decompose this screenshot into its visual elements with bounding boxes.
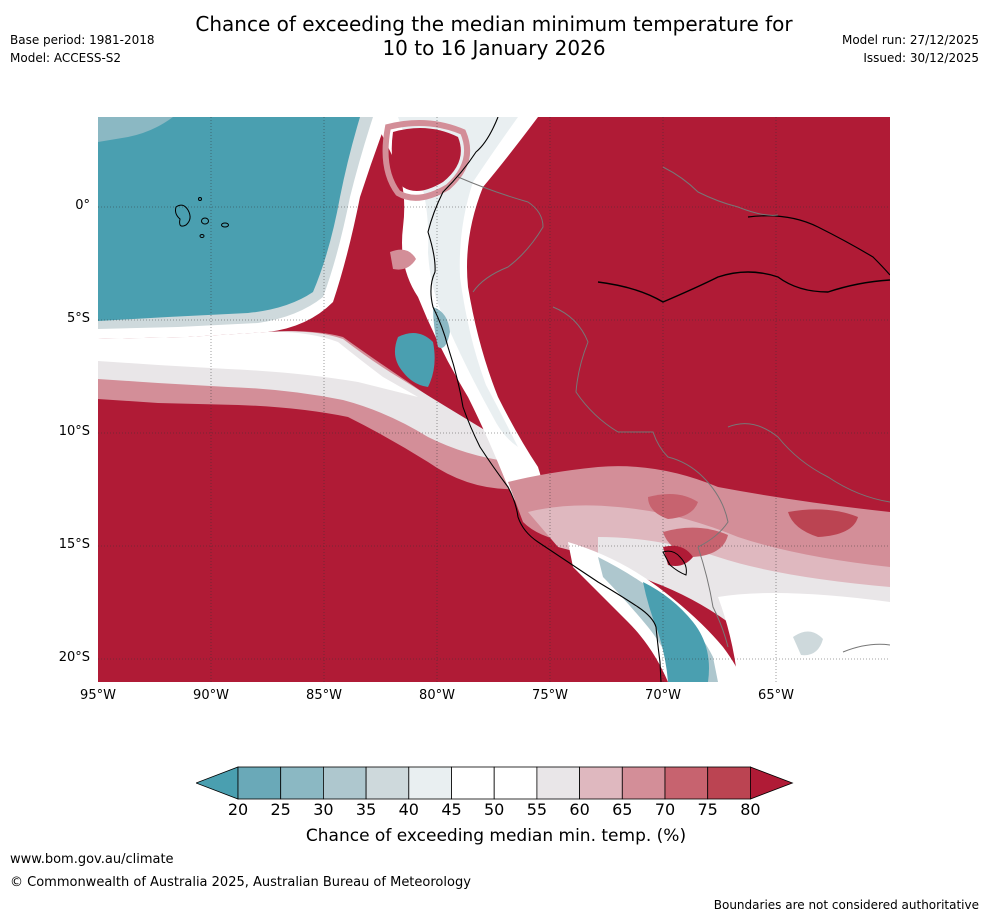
colorbar-tick-65: 65 bbox=[612, 800, 633, 819]
galapagos-islands bbox=[175, 197, 229, 238]
website-link[interactable]: www.bom.gov.au/climate bbox=[10, 852, 174, 867]
lon-label-85w: 85°W bbox=[306, 688, 342, 703]
map-title: Chance of exceeding the median minimum t… bbox=[0, 12, 988, 60]
meta-left: Base period: 1981-2018 Model: ACCESS-S2 bbox=[10, 31, 155, 67]
galapagos-island-isabela bbox=[175, 204, 191, 227]
colorbar-ticks: 20 25 30 35 40 45 50 55 60 65 70 75 80 bbox=[196, 800, 796, 820]
colorbar-tick-70: 70 bbox=[654, 800, 676, 819]
ocean-cool-zone bbox=[98, 117, 360, 321]
transition-band-white bbox=[98, 331, 418, 397]
lat-label-10s: 10°S bbox=[58, 424, 90, 439]
gulf-pink-spot bbox=[390, 249, 416, 270]
lon-label-70w: 70°W bbox=[645, 688, 681, 703]
plume-core-1 bbox=[648, 493, 698, 519]
colorbar bbox=[196, 766, 794, 800]
colorbar-cell-75-80 bbox=[707, 766, 751, 800]
amazon-river bbox=[597, 271, 890, 303]
colorbar-cell-45-50 bbox=[451, 766, 495, 800]
colorbar-tick-75: 75 bbox=[697, 800, 718, 819]
chile-coast-teal bbox=[643, 582, 709, 682]
model-name: Model: ACCESS-S2 bbox=[10, 51, 122, 65]
disclaimer: Boundaries are not considered authoritat… bbox=[713, 898, 979, 912]
meta-right: Model run: 27/12/2025 Issued: 30/12/2025 bbox=[842, 31, 979, 67]
colorbar-cell-35-40 bbox=[365, 766, 410, 800]
lon-label-90w: 90°W bbox=[193, 688, 229, 703]
colorbar-tick-40: 40 bbox=[398, 800, 419, 819]
copyright: © Commonwealth of Australia 2025, Austra… bbox=[10, 875, 471, 890]
colorbar-tick-25: 25 bbox=[270, 800, 291, 819]
border-colombia-brazil bbox=[662, 166, 779, 216]
border-ecuador-peru bbox=[457, 176, 544, 293]
lat-label-20s: 20°S bbox=[58, 650, 90, 665]
coastline bbox=[427, 117, 662, 682]
border-peru-brazil bbox=[552, 306, 729, 548]
issued-date: Issued: 30/12/2025 bbox=[863, 51, 979, 65]
title-line-2: 10 to 16 January 2026 bbox=[382, 36, 606, 60]
galapagos-island-san-cristobal bbox=[221, 222, 229, 228]
border-bolivia-chile bbox=[697, 546, 729, 648]
colorbar-cell-20-25 bbox=[237, 766, 282, 800]
probability-map bbox=[98, 117, 890, 682]
plume-core-3 bbox=[788, 509, 858, 537]
coastal-teal-patch bbox=[394, 333, 435, 387]
lon-label-80w: 80°W bbox=[419, 688, 455, 703]
lon-label-65w: 65°W bbox=[758, 688, 794, 703]
colorbar-tick-60: 60 bbox=[569, 800, 590, 819]
colorbar-cell-65-70 bbox=[621, 766, 666, 800]
colorbar-cell-50-55 bbox=[493, 766, 538, 800]
base-period: Base period: 1981-2018 bbox=[10, 33, 155, 47]
border-brazil-bolivia bbox=[727, 423, 890, 503]
colorbar-cell-70-75 bbox=[664, 766, 709, 800]
colorbar-cell-40-45 bbox=[408, 766, 452, 800]
lat-label-0: 0° bbox=[75, 198, 90, 213]
galapagos-island-pinta bbox=[198, 197, 202, 201]
lon-label-95w: 95°W bbox=[80, 688, 116, 703]
colorbar-tick-80: 80 bbox=[740, 800, 761, 819]
altiplano-grey-spot bbox=[793, 631, 823, 656]
colorbar-label: Chance of exceeding median min. temp. (%… bbox=[305, 826, 687, 846]
lat-label-5s: 5°S bbox=[66, 311, 90, 326]
coastal-light-band bbox=[398, 117, 518, 447]
colorbar-extend-low bbox=[196, 766, 239, 800]
title-line-1: Chance of exceeding the median minimum t… bbox=[195, 12, 793, 36]
colorbar-tick-45: 45 bbox=[441, 800, 462, 819]
colorbar-tick-30: 30 bbox=[313, 800, 334, 819]
galapagos-island-santa-cruz bbox=[201, 217, 209, 225]
graticule bbox=[98, 117, 890, 682]
titicaca-red bbox=[663, 545, 693, 566]
colorbar-tick-35: 35 bbox=[355, 800, 377, 819]
colorbar-tick-20: 20 bbox=[227, 800, 249, 819]
colorbar-extend-high bbox=[750, 766, 794, 800]
colorbar-cells bbox=[196, 766, 794, 800]
lat-label-15s: 15°S bbox=[58, 537, 90, 552]
ocean-cool-zone-light bbox=[98, 117, 173, 142]
ecuador-red-pocket bbox=[391, 128, 461, 191]
galapagos-island-espanola bbox=[199, 234, 205, 238]
colorbar-cell-55-60 bbox=[536, 766, 580, 800]
lon-label-75w: 75°W bbox=[532, 688, 568, 703]
colorbar-cell-25-30 bbox=[280, 766, 324, 800]
amazon-upper-river bbox=[747, 215, 890, 276]
border-bolivia-argentina bbox=[842, 643, 890, 653]
country-borders bbox=[457, 166, 890, 653]
colorbar-cell-30-35 bbox=[323, 766, 367, 800]
model-run: Model run: 27/12/2025 bbox=[841, 33, 979, 47]
colorbar-cell-60-65 bbox=[579, 766, 623, 800]
colorbar-tick-55: 55 bbox=[526, 800, 548, 819]
lake-titicaca bbox=[662, 550, 687, 576]
colorbar-tick-50: 50 bbox=[484, 800, 505, 819]
